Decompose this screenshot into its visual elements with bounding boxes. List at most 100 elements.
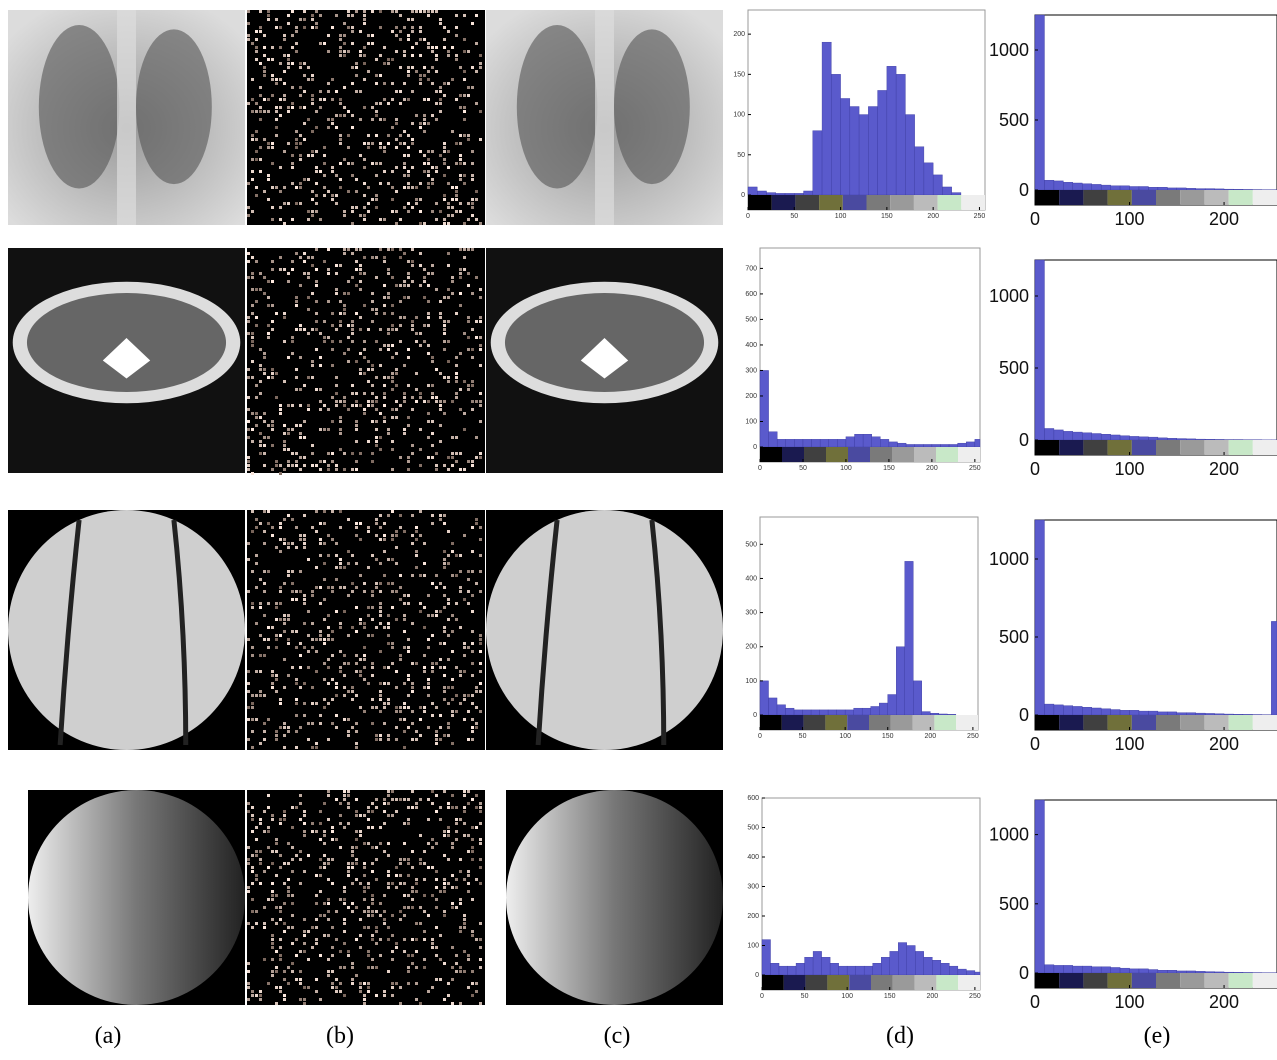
noise-dot bbox=[359, 50, 362, 53]
noise-dot bbox=[395, 50, 398, 53]
noise-dot bbox=[339, 626, 342, 629]
noise-dot bbox=[363, 622, 366, 625]
noise-dot bbox=[403, 798, 406, 801]
noise-dot bbox=[371, 618, 374, 621]
noise-dot bbox=[455, 58, 458, 61]
noise-dot bbox=[463, 174, 466, 177]
noise-dot bbox=[475, 336, 478, 339]
noise-dot bbox=[467, 138, 470, 141]
noise-dot bbox=[467, 802, 470, 805]
noise-dot bbox=[423, 10, 426, 13]
hist-bar bbox=[1035, 800, 1044, 973]
noise-dot bbox=[255, 30, 258, 33]
noise-dot bbox=[255, 300, 258, 303]
noise-dot bbox=[431, 420, 434, 423]
noise-dot bbox=[383, 376, 386, 379]
noise-dot bbox=[435, 794, 438, 797]
noise-dot bbox=[363, 910, 366, 913]
noise-dot bbox=[287, 202, 290, 205]
noise-dot bbox=[351, 882, 354, 885]
noise-dot bbox=[271, 862, 274, 865]
noise-dot bbox=[367, 134, 370, 137]
x-tick-label: 250 bbox=[969, 993, 981, 1000]
noise-dot bbox=[439, 316, 442, 319]
noise-dot bbox=[279, 62, 282, 65]
noise-dot bbox=[423, 930, 426, 933]
noise-dot bbox=[427, 412, 430, 415]
noise-dot bbox=[327, 738, 330, 741]
noise-dot bbox=[251, 42, 254, 45]
noise-dot bbox=[451, 214, 454, 217]
noise-dot bbox=[355, 742, 358, 745]
noise-dot bbox=[331, 348, 334, 351]
noise-dot bbox=[463, 162, 466, 165]
noise-dot bbox=[299, 182, 302, 185]
noise-dot bbox=[287, 448, 290, 451]
colorbar bbox=[847, 715, 869, 730]
noise-dot bbox=[287, 878, 290, 881]
hist-bar bbox=[804, 191, 813, 195]
noise-dot bbox=[323, 578, 326, 581]
noise-dot bbox=[443, 222, 446, 225]
noise-dot bbox=[311, 78, 314, 81]
noise-dot bbox=[315, 926, 318, 929]
noise-dot bbox=[307, 558, 310, 561]
noise-dot bbox=[419, 210, 422, 213]
noise-dot bbox=[471, 994, 474, 997]
noise-dot bbox=[259, 368, 262, 371]
noise-dot bbox=[419, 198, 422, 201]
noise-dot bbox=[295, 954, 298, 957]
noise-dot bbox=[339, 950, 342, 953]
noise-dot bbox=[291, 452, 294, 455]
noise-dot bbox=[411, 686, 414, 689]
noise-dot bbox=[479, 822, 482, 825]
noise-dot bbox=[355, 268, 358, 271]
noise-dot bbox=[439, 408, 442, 411]
noise-dot bbox=[255, 110, 258, 113]
noise-dot bbox=[471, 198, 474, 201]
colorbar bbox=[772, 195, 796, 210]
noise-dot bbox=[367, 440, 370, 443]
noise-bg bbox=[247, 790, 485, 1005]
noise-dot bbox=[459, 902, 462, 905]
noise-dot bbox=[271, 946, 274, 949]
noise-dot bbox=[287, 546, 290, 549]
noise-dot bbox=[411, 444, 414, 447]
noise-dot bbox=[471, 630, 474, 633]
noise-dot bbox=[419, 74, 422, 77]
noise-dot bbox=[459, 202, 462, 205]
noise-dot bbox=[455, 186, 458, 189]
noise-dot bbox=[319, 522, 322, 525]
noise-dot bbox=[399, 14, 402, 17]
noise-dot bbox=[339, 134, 342, 137]
x-tick-label: 50 bbox=[799, 733, 807, 740]
noise-dot bbox=[303, 260, 306, 263]
noise-dot bbox=[355, 722, 358, 725]
noise-dot bbox=[431, 986, 434, 989]
noise-dot bbox=[343, 304, 346, 307]
hist-bar bbox=[748, 187, 757, 195]
noise-dot bbox=[423, 542, 426, 545]
noise-dot bbox=[247, 802, 250, 805]
noise-dot bbox=[391, 324, 394, 327]
noise-dot bbox=[299, 534, 302, 537]
noise-dot bbox=[327, 118, 330, 121]
y-tick-label: 50 bbox=[737, 152, 745, 159]
noise-dot bbox=[351, 66, 354, 69]
noise-dot bbox=[343, 158, 346, 161]
noise-dot bbox=[447, 994, 450, 997]
noise-dot bbox=[295, 328, 298, 331]
noise-dot bbox=[479, 570, 482, 573]
noise-dot bbox=[427, 122, 430, 125]
noise-dot bbox=[247, 316, 250, 319]
noise-dot bbox=[359, 280, 362, 283]
noise-dot bbox=[259, 146, 262, 149]
noise-dot bbox=[291, 666, 294, 669]
noise-dot bbox=[363, 842, 366, 845]
panel-label: (a) bbox=[95, 1023, 122, 1049]
hist-bar bbox=[777, 705, 786, 715]
noise-dot bbox=[463, 918, 466, 921]
noise-dot bbox=[299, 66, 302, 69]
y-tick-label: 500 bbox=[999, 894, 1029, 914]
noise-dot bbox=[387, 734, 390, 737]
